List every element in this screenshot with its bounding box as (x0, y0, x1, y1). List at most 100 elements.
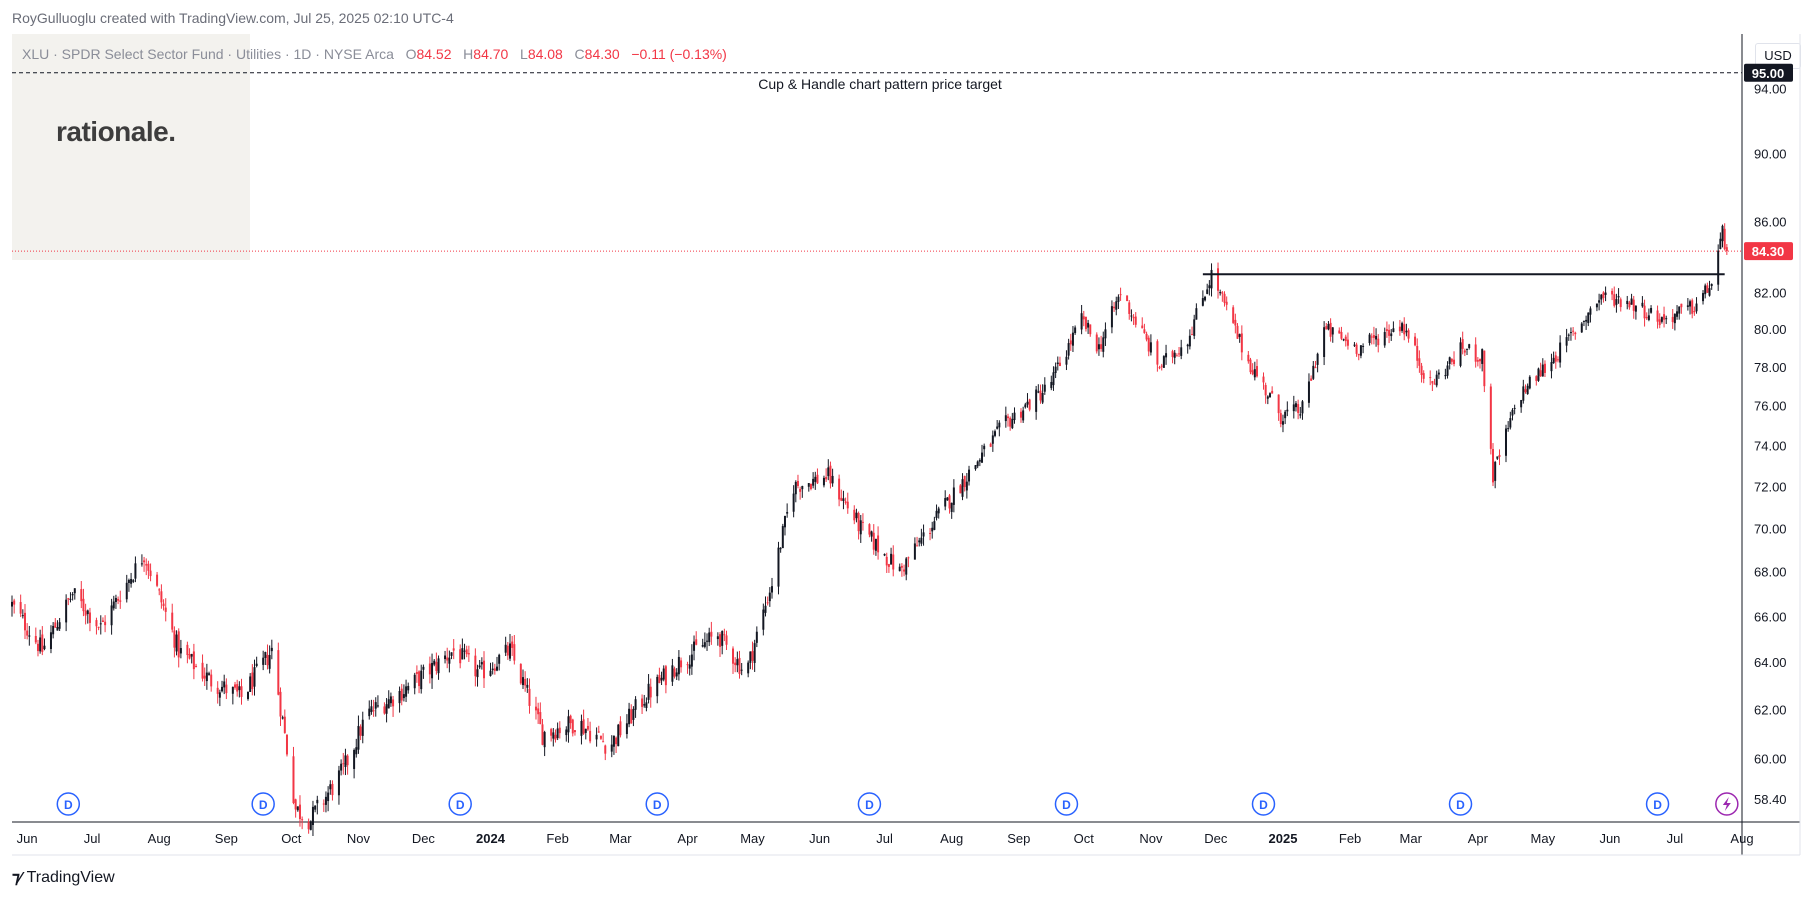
candle-body (1340, 332, 1343, 339)
symbol-description[interactable]: XLU · SPDR Select Sector Fund · Utilitie… (22, 46, 394, 62)
candle-body (599, 735, 602, 739)
candle-body (1507, 428, 1510, 430)
x-tick-label: Mar (1400, 831, 1423, 846)
dividend-marker-label: D (1456, 798, 1465, 812)
candle-body (177, 631, 180, 658)
candle-body (1284, 411, 1287, 419)
candle-body (1647, 315, 1650, 320)
candle-body (1543, 363, 1546, 373)
candle-body (708, 632, 711, 643)
candle-body (961, 479, 964, 497)
candle-body (918, 540, 921, 543)
candle-body (1429, 377, 1432, 379)
x-tick-label: May (740, 831, 765, 846)
symbol-legend[interactable]: XLU · SPDR Select Sector Fund · Utilitie… (22, 46, 727, 62)
candle-body (1489, 386, 1492, 449)
candle-body (376, 705, 379, 707)
candle-body (173, 630, 176, 648)
candle-body (1084, 316, 1087, 330)
candle-body (1481, 349, 1484, 364)
candle-body (1509, 418, 1512, 428)
candle-body (179, 648, 182, 654)
candle-body (716, 636, 719, 640)
y-tick-label: 58.40 (1754, 792, 1787, 807)
currency-button[interactable]: USD (1755, 43, 1801, 69)
candle-body (959, 485, 962, 494)
candle-body (95, 620, 98, 627)
candle-body (112, 601, 115, 609)
candle-body (861, 521, 864, 523)
candle-body (1147, 337, 1150, 352)
candle-body (1236, 325, 1239, 339)
candle-body (463, 650, 466, 652)
candle-body (422, 666, 425, 670)
x-tick-label: Jun (1599, 831, 1620, 846)
candle-body (822, 477, 825, 486)
candle-body (28, 635, 31, 637)
candle-body (974, 465, 977, 470)
dividend-marker (1645, 792, 1670, 816)
candle-body (1405, 330, 1408, 333)
candle-body (99, 623, 102, 625)
tradingview-footer[interactable]: ⁊⁄ TradingView (12, 868, 115, 888)
candle-body (266, 654, 269, 666)
candle-body (1550, 362, 1553, 372)
candle-body (418, 671, 421, 687)
candle-body (292, 756, 295, 804)
candle-body (1132, 317, 1135, 319)
candle-body (1416, 345, 1419, 361)
candle-body (751, 651, 754, 661)
candle-body (1247, 354, 1250, 362)
candle-body (1569, 332, 1572, 334)
dividend-marker-label: D (1259, 798, 1268, 812)
candle-body (225, 684, 228, 694)
dividend-marker (251, 792, 275, 816)
candle-body (695, 639, 698, 645)
candle-body (612, 735, 615, 747)
candle-body (1100, 344, 1103, 349)
y-tick-label: 80.00 (1754, 322, 1787, 337)
tradingview-brand: TradingView (26, 869, 115, 886)
candle-body (324, 796, 327, 805)
candle-body (444, 655, 447, 660)
candle-body (1645, 317, 1648, 319)
candle-body (983, 445, 986, 450)
candle-body (1028, 399, 1031, 410)
candle-body (1186, 344, 1189, 347)
candle-body (645, 702, 648, 709)
candle-body (1117, 296, 1120, 302)
candle-body (34, 635, 37, 643)
candle-body (285, 734, 288, 755)
candle-body (506, 645, 509, 656)
candle-body (1539, 370, 1542, 377)
lightning-icon (1722, 797, 1731, 811)
candle-body (937, 508, 940, 514)
candle-body (857, 513, 860, 532)
candle-body (584, 728, 587, 733)
candle-body (1052, 372, 1055, 386)
candle-body (353, 749, 356, 769)
candle-body (1528, 376, 1531, 389)
candle-body (130, 578, 133, 584)
candle-body (706, 640, 709, 642)
candle-body (1325, 326, 1328, 330)
candle-body (1039, 390, 1042, 401)
candle-body (1024, 404, 1027, 408)
candle-body (344, 755, 347, 768)
close-value: 84.30 (584, 46, 620, 62)
candle-body (571, 719, 574, 734)
candle-body (929, 532, 932, 534)
candle-body (807, 483, 810, 487)
candle-body (385, 704, 388, 714)
candle-body (296, 806, 299, 811)
open-value: 84.52 (416, 46, 452, 62)
candle-body (558, 727, 561, 734)
candle-body (768, 592, 771, 602)
candle-body (825, 476, 828, 480)
candle-body (1420, 365, 1423, 376)
candle-body (710, 631, 713, 637)
candle-body (374, 702, 377, 709)
candle-body (392, 699, 395, 707)
candle-body (1595, 303, 1598, 308)
